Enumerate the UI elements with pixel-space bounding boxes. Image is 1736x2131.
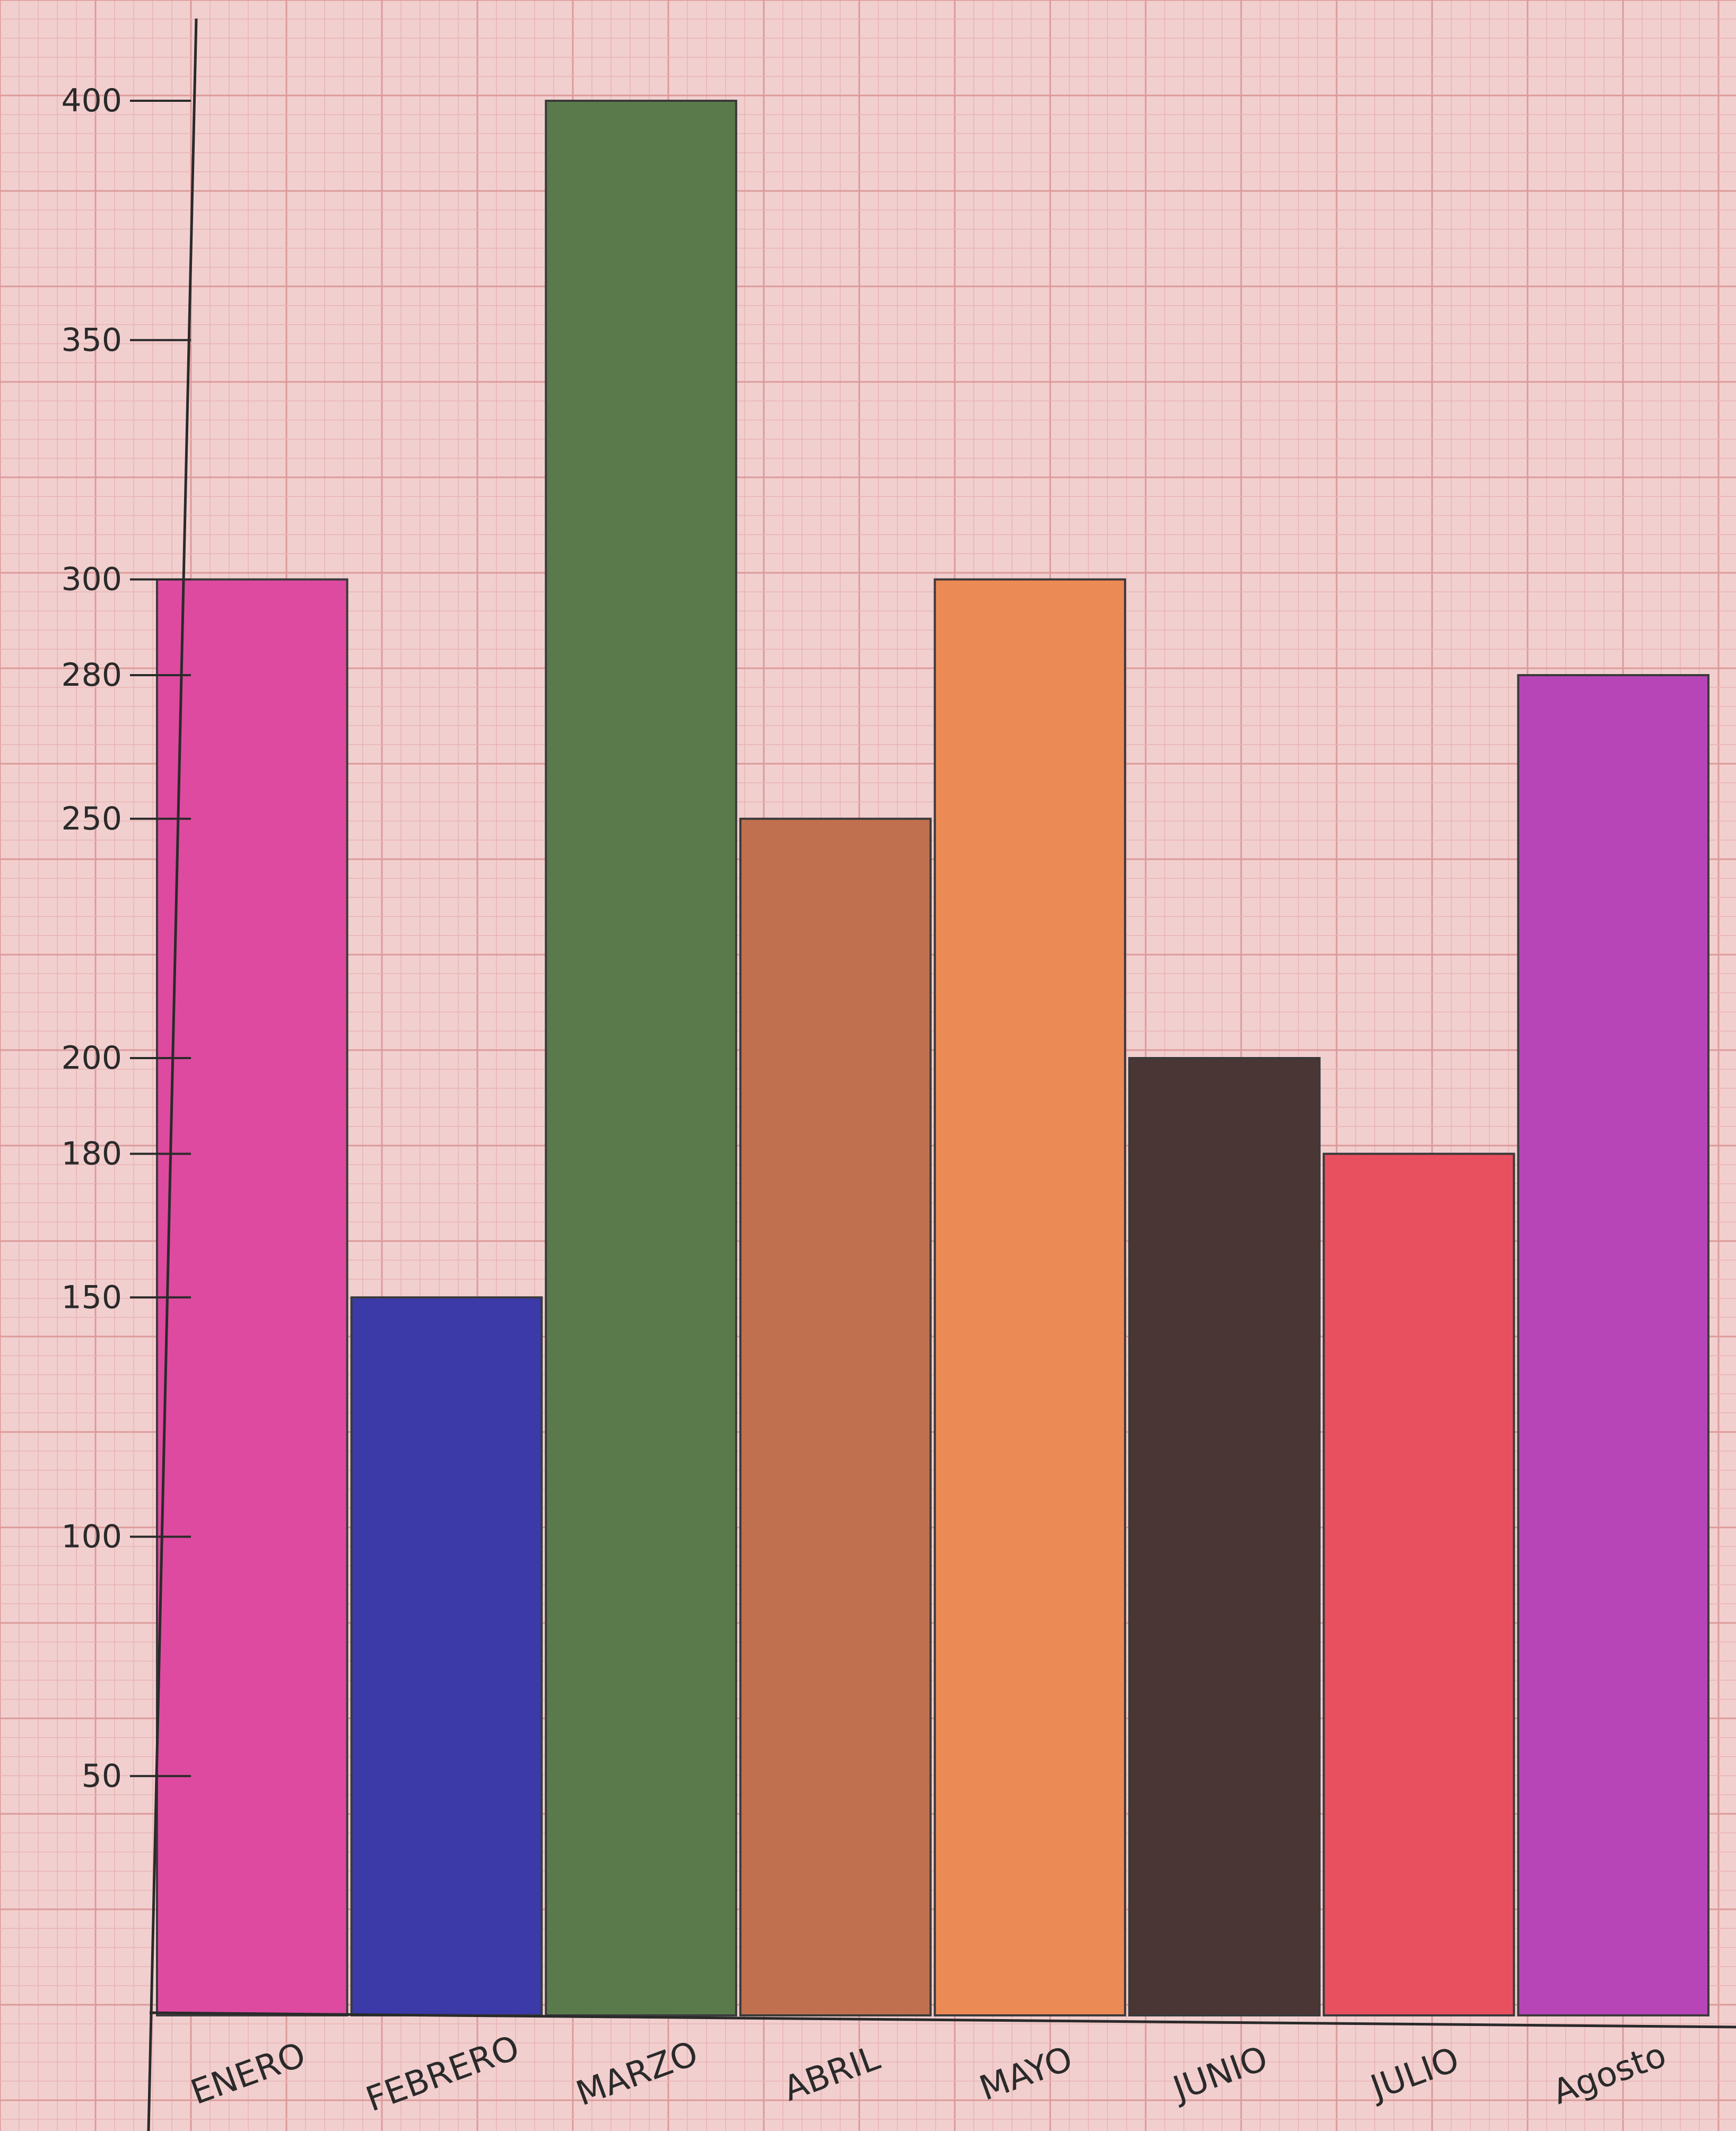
y-tick-label: 180 (61, 1136, 122, 1173)
y-tick-label: 280 (61, 657, 122, 694)
x-category-label: JULIO (1364, 2040, 1464, 2108)
x-category-label: MAYO (974, 2039, 1077, 2109)
x-axis-line (149, 2011, 1736, 2029)
y-ticks: 50 100 150 180 200 250 280 300 350 400 (61, 82, 191, 1795)
y-tick-label: 400 (61, 82, 122, 119)
bar-junio (1128, 1057, 1321, 2016)
y-tick-label: 150 (61, 1279, 122, 1316)
bar-agosto (1517, 674, 1709, 2016)
x-category-labels: ENERO FEBRERO MARZO ABRIL MAYO JUNIO JULIO Agos… (186, 2028, 1671, 2119)
bar-mayo (934, 578, 1127, 2016)
x-category-label: ABRIL (779, 2038, 885, 2109)
y-tick-label: 250 (61, 800, 122, 837)
bar-marzo (545, 100, 737, 2016)
bar-julio (1322, 1152, 1515, 2016)
y-tick-label: 50 (82, 1758, 122, 1795)
bar-abril (739, 817, 932, 2016)
x-category-label: MARZO (571, 2034, 703, 2114)
y-tick-label: 350 (61, 321, 122, 359)
x-category-label: JUNIO (1166, 2039, 1273, 2109)
y-tick-label: 100 (61, 1518, 122, 1556)
bar-febrero (350, 1296, 543, 2016)
x-category-label: FEBRERO (361, 2028, 525, 2119)
bars (156, 100, 1709, 2016)
y-axis-line (147, 18, 198, 2131)
y-tick-label: 200 (61, 1040, 122, 1077)
y-tick-label: 300 (61, 561, 122, 598)
axes (147, 18, 1736, 2131)
